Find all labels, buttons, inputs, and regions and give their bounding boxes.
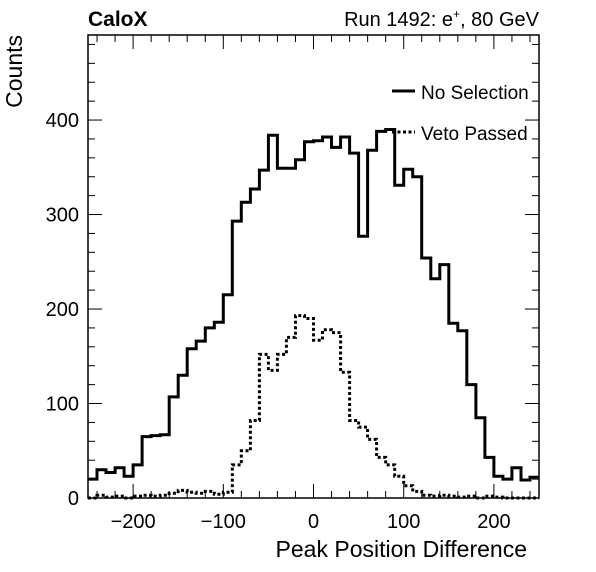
histogram-curves <box>88 128 539 500</box>
run-info-superscript: + <box>453 7 460 21</box>
x-tick-label: 200 <box>477 511 510 533</box>
run-info-label: Run 1492: e+, 80 GeV <box>344 7 540 31</box>
run-info-prefix: Run 1492: e <box>344 9 453 31</box>
axis-ticks <box>88 35 539 499</box>
run-info-suffix: , 80 GeV <box>460 9 540 31</box>
y-axis-label: Counts <box>1 35 27 108</box>
legend-label: Veto Passed <box>421 124 528 145</box>
series-veto-passed <box>88 314 539 500</box>
plot-frame <box>87 34 540 499</box>
y-tick-label: 200 <box>46 299 79 321</box>
legend: No Selection Veto Passed <box>392 83 529 145</box>
experiment-label: CaloX <box>88 8 148 31</box>
series-no-selection <box>88 128 539 482</box>
x-tick-label: 100 <box>387 511 420 533</box>
x-tick-label: 0 <box>308 511 319 533</box>
x-axis-label: Peak Position Difference <box>276 536 527 562</box>
x-tick-label: −100 <box>201 511 246 533</box>
x-tick-label: −200 <box>111 511 156 533</box>
legend-label: No Selection <box>421 83 529 104</box>
y-tick-label: 300 <box>46 205 79 227</box>
y-tick-label: 400 <box>46 110 79 132</box>
y-tick-label: 100 <box>46 394 79 416</box>
axis-tick-labels: −200 −100 0 100 200 0 100 200 300 400 <box>46 110 511 533</box>
y-tick-label: 0 <box>68 488 79 510</box>
